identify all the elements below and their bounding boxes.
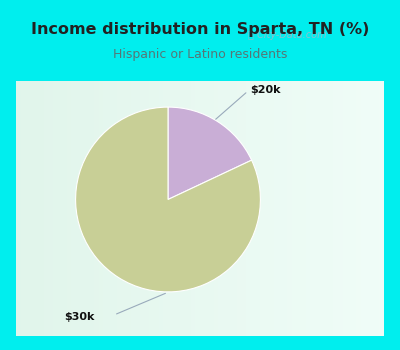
Bar	[30, 80, 34, 336]
Bar	[375, 80, 379, 336]
Bar	[44, 80, 48, 336]
Bar	[366, 80, 370, 336]
Bar	[370, 80, 375, 336]
Bar	[361, 80, 366, 336]
Bar	[131, 80, 136, 336]
Bar	[177, 80, 182, 336]
Text: $20k: $20k	[250, 85, 280, 95]
Bar	[246, 80, 250, 336]
Bar	[90, 80, 94, 336]
Wedge shape	[76, 107, 260, 292]
Bar	[334, 80, 338, 336]
Text: $30k: $30k	[64, 312, 94, 322]
Bar	[214, 80, 218, 336]
Bar	[342, 80, 347, 336]
Bar	[209, 80, 214, 336]
Bar	[76, 80, 80, 336]
Bar	[380, 80, 384, 336]
Bar	[99, 80, 103, 336]
Bar	[315, 80, 320, 336]
Bar	[204, 80, 209, 336]
Bar	[329, 80, 333, 336]
Bar	[136, 80, 140, 336]
Bar	[150, 80, 154, 336]
Bar	[39, 80, 44, 336]
Bar	[218, 80, 223, 336]
Bar	[288, 80, 292, 336]
Bar	[186, 80, 191, 336]
Bar	[53, 80, 58, 336]
Bar	[126, 80, 131, 336]
Bar	[301, 80, 306, 336]
Bar	[196, 80, 200, 336]
Bar	[158, 80, 163, 336]
Bar	[117, 80, 122, 336]
Bar	[297, 80, 301, 336]
Bar	[250, 80, 255, 336]
Bar	[94, 80, 99, 336]
Bar	[278, 80, 283, 336]
Bar	[80, 80, 85, 336]
Bar	[338, 80, 342, 336]
Bar	[347, 80, 352, 336]
Bar	[264, 80, 269, 336]
Bar	[200, 80, 204, 336]
Bar	[356, 80, 361, 336]
Bar	[191, 80, 195, 336]
Bar	[168, 80, 172, 336]
Bar	[108, 80, 113, 336]
Bar	[310, 80, 315, 336]
Bar	[103, 80, 108, 336]
Wedge shape	[168, 107, 252, 200]
Bar	[145, 80, 149, 336]
Bar	[292, 80, 297, 336]
Bar	[223, 80, 228, 336]
Bar	[122, 80, 126, 336]
Bar	[260, 80, 264, 336]
Bar	[324, 80, 329, 336]
Bar	[274, 80, 278, 336]
Bar	[34, 80, 39, 336]
Bar	[48, 80, 53, 336]
Bar	[16, 80, 21, 336]
Text: ⓘ City-Data.com: ⓘ City-Data.com	[248, 30, 327, 40]
Bar	[163, 80, 168, 336]
Bar	[67, 80, 71, 336]
Text: Hispanic or Latino residents: Hispanic or Latino residents	[113, 48, 287, 61]
Bar	[352, 80, 356, 336]
Bar	[25, 80, 30, 336]
Bar	[182, 80, 186, 336]
Bar	[228, 80, 232, 336]
Bar	[85, 80, 90, 336]
Bar	[269, 80, 274, 336]
Bar	[320, 80, 324, 336]
Bar	[283, 80, 287, 336]
Bar	[237, 80, 242, 336]
Bar	[255, 80, 260, 336]
Bar	[242, 80, 246, 336]
Bar	[232, 80, 237, 336]
Bar	[71, 80, 76, 336]
Bar	[58, 80, 62, 336]
Bar	[140, 80, 145, 336]
Bar	[172, 80, 177, 336]
Bar	[306, 80, 310, 336]
Bar	[62, 80, 67, 336]
Bar	[154, 80, 158, 336]
Bar	[113, 80, 117, 336]
Text: Income distribution in Sparta, TN (%): Income distribution in Sparta, TN (%)	[31, 22, 369, 37]
Bar	[21, 80, 25, 336]
